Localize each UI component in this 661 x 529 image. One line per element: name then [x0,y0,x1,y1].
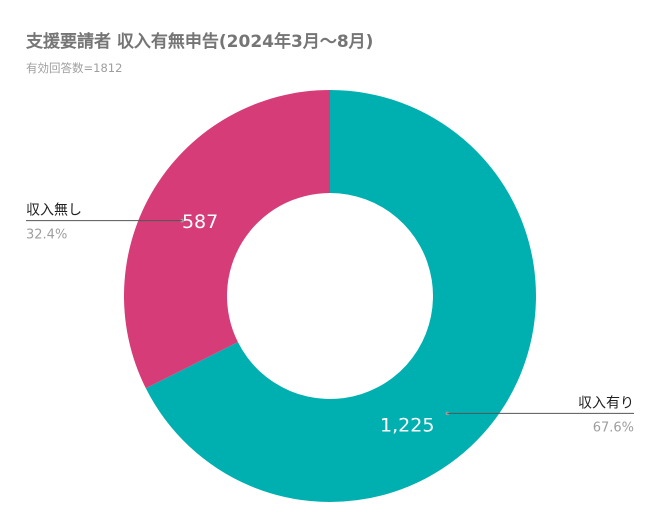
callout-percent-label: 32.4% [26,228,67,243]
donut-slice [145,90,536,502]
callout-percent-label: 67.6% [593,420,634,435]
callout-category-label: 収入無し [26,203,82,219]
donut-slices [123,90,536,502]
slice-value-label: 1,225 [380,415,434,437]
donut-slice [123,90,330,389]
chart-subtitle: 有効回答数=1812 [26,61,123,75]
callout-category-label: 収入有り [578,395,634,411]
donut-callouts: 1,225 収入有り 67.6% 587 収入無し 32.4% [26,203,634,437]
slice-value-label: 587 [182,211,218,233]
chart-title: 支援要請者 収入有無申告(2024年3月～8月) [26,32,374,52]
